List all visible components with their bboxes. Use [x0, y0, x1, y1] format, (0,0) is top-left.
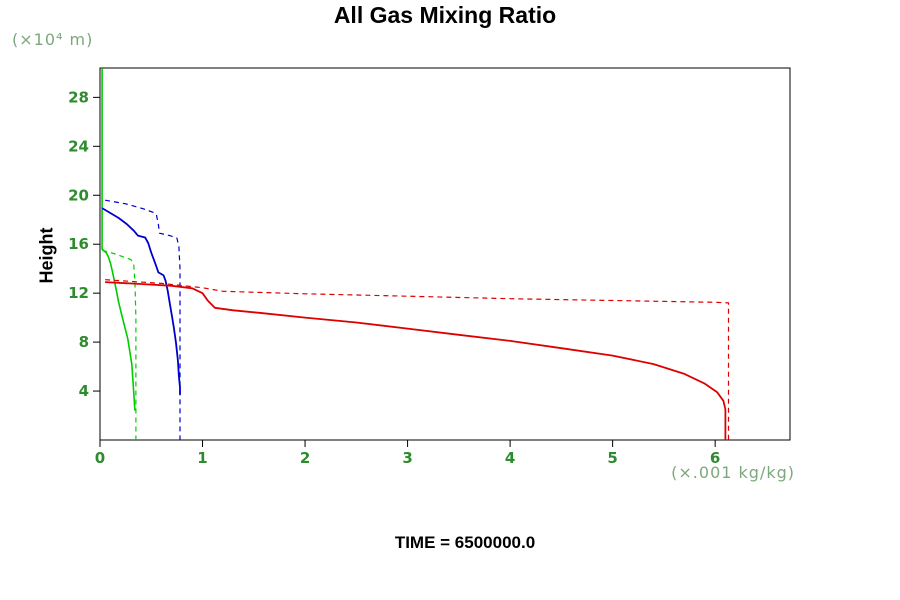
y-tick-label: 8 — [79, 333, 89, 351]
y-tick-label: 20 — [68, 186, 89, 204]
x-axis-unit-label: (×.001 kg/kg) — [671, 463, 795, 482]
chart-title: All Gas Mixing Ratio — [333, 2, 557, 28]
x-tick-label: 5 — [607, 449, 617, 467]
y-tick-label: 16 — [68, 235, 89, 253]
y-tick-label: 28 — [68, 88, 89, 106]
x-tick-label: 0 — [95, 449, 105, 467]
x-tick-label: 6 — [710, 449, 720, 467]
series-red-solid — [105, 281, 727, 440]
time-label: TIME = 6500000.0 — [394, 533, 536, 552]
y-axis-unit-label: (×10⁴ m) — [12, 30, 94, 49]
series-green-dashed — [101, 249, 137, 440]
series-blue-dashed — [104, 199, 181, 440]
y-tick-label: 24 — [68, 137, 89, 155]
y-tick-label: 12 — [68, 284, 89, 302]
y-tick-label: 4 — [79, 382, 89, 400]
x-tick-label: 2 — [300, 449, 310, 467]
series-blue-solid — [101, 207, 181, 395]
plot-frame — [99, 67, 791, 441]
series-green-solid — [101, 68, 136, 411]
x-tick-label: 1 — [197, 449, 207, 467]
x-tick-label: 3 — [402, 449, 412, 467]
series-red-dashed — [105, 279, 730, 440]
x-tick-label: 4 — [505, 449, 515, 467]
